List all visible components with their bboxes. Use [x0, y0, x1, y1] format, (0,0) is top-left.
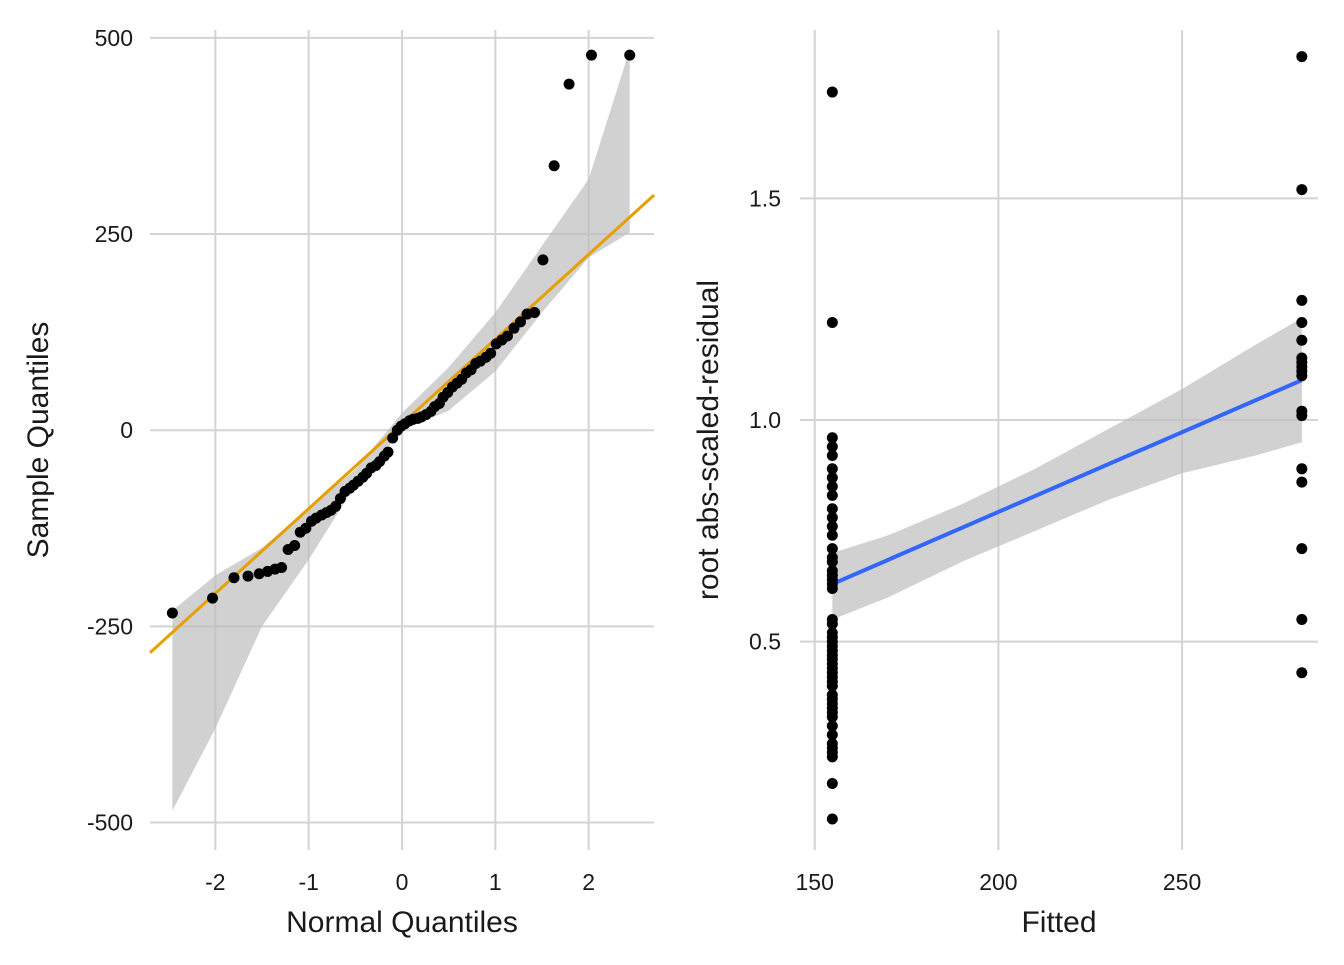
data-point: [253, 568, 265, 580]
data-point: [826, 556, 838, 568]
y-tick-label: -250: [87, 613, 133, 639]
data-point: [276, 562, 288, 574]
y-tick-label: 0.5: [749, 629, 781, 655]
data-point: [1296, 667, 1308, 679]
data-point: [1296, 334, 1308, 346]
data-point: [826, 450, 838, 462]
data-point: [826, 520, 838, 532]
y-tick-label: 500: [95, 25, 133, 51]
data-point: [826, 489, 838, 501]
data-point: [548, 160, 560, 172]
data-point: [228, 572, 240, 584]
data-point: [485, 347, 497, 359]
x-tick-label: 250: [1163, 869, 1201, 895]
data-point: [826, 432, 838, 444]
data-point: [624, 49, 636, 61]
data-point: [826, 529, 838, 541]
data-point: [1296, 51, 1308, 63]
data-point: [1296, 614, 1308, 626]
scale-location-panel: 150 200 250 0.5 1.0 1.5 Fitted root abs-scaled-…: [692, 30, 1318, 939]
data-point: [515, 316, 527, 328]
smooth-fit-line: [831, 378, 1303, 586]
data-point: [1296, 352, 1308, 364]
data-point: [501, 330, 513, 342]
data-point: [826, 711, 838, 723]
data-point: [1296, 463, 1308, 475]
y-tick-label: 250: [95, 221, 133, 247]
x-axis-title: Fitted: [1021, 906, 1096, 939]
data-point: [1296, 476, 1308, 488]
data-point: [826, 441, 838, 453]
x-tick-label: 2: [582, 869, 595, 895]
data-point: [1296, 317, 1308, 329]
data-point: [1296, 294, 1308, 306]
data-point: [166, 607, 178, 619]
data-point: [826, 481, 838, 493]
data-point: [826, 503, 838, 515]
data-point: [826, 729, 838, 741]
y-tick-label: 1.0: [749, 407, 781, 433]
data-point: [1296, 410, 1308, 422]
x-tick-label: 200: [979, 869, 1017, 895]
y-axis-title: root abs-scaled-residual: [692, 280, 725, 600]
data-point: [826, 472, 838, 484]
data-point: [826, 813, 838, 825]
data-point: [1296, 370, 1308, 382]
qq-plot-panel: -2 -1 0 1 2 -500 -250 0 250 500 Normal Quantiles Sa…: [22, 25, 656, 939]
data-point: [826, 618, 838, 630]
data-point: [1296, 543, 1308, 555]
data-point: [207, 592, 219, 604]
data-point: [563, 78, 575, 90]
confidence-band: [832, 318, 1302, 620]
x-tick-label: -1: [298, 869, 318, 895]
x-axis-title: Normal Quantiles: [286, 906, 518, 939]
y-tick-label: 1.5: [749, 185, 781, 211]
data-point: [1296, 184, 1308, 196]
x-tick-label: 1: [489, 869, 502, 895]
data-point: [826, 86, 838, 98]
data-point: [826, 582, 838, 594]
data-point: [826, 680, 838, 692]
data-point: [382, 446, 394, 458]
data-point: [826, 778, 838, 790]
data-point: [585, 49, 597, 61]
x-tick-label: 150: [796, 869, 834, 895]
data-point: [826, 317, 838, 329]
data-point: [537, 254, 549, 266]
x-tick-label: 0: [396, 869, 409, 895]
data-point: [826, 512, 838, 524]
data-point: [826, 751, 838, 763]
y-tick-label: 0: [120, 417, 133, 443]
y-axis-title: Sample Quantiles: [22, 322, 55, 559]
data-point: [826, 463, 838, 475]
data-point: [529, 306, 541, 318]
y-tick-label: -500: [87, 810, 133, 836]
data-point: [242, 570, 254, 582]
data-point: [826, 720, 838, 732]
x-tick-label: -2: [205, 869, 225, 895]
data-point: [289, 540, 301, 552]
data-point: [826, 543, 838, 555]
